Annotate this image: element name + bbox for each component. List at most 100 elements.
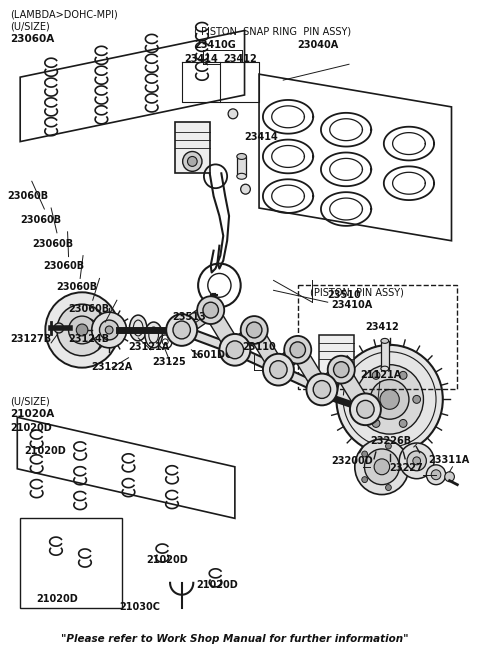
Text: 23060B: 23060B <box>69 304 109 314</box>
Circle shape <box>228 109 238 119</box>
Bar <box>237 157 246 176</box>
Text: 23060B: 23060B <box>20 215 61 225</box>
Circle shape <box>413 457 420 465</box>
Circle shape <box>226 341 243 359</box>
Text: (U/SIZE): (U/SIZE) <box>11 396 50 406</box>
Text: 21121A: 21121A <box>360 369 402 379</box>
Polygon shape <box>273 344 303 375</box>
Circle shape <box>426 465 446 485</box>
Text: "Please refer to Work Shop Manual for further information": "Please refer to Work Shop Manual for fu… <box>61 634 408 645</box>
Circle shape <box>306 373 337 405</box>
Text: 23060B: 23060B <box>43 261 84 271</box>
Circle shape <box>166 314 197 346</box>
Text: 23124B: 23124B <box>69 334 109 344</box>
Text: 23414: 23414 <box>185 54 218 64</box>
Circle shape <box>413 396 420 403</box>
Circle shape <box>183 151 202 172</box>
Circle shape <box>336 345 443 454</box>
Circle shape <box>246 322 262 338</box>
Ellipse shape <box>381 339 389 343</box>
Text: 23125: 23125 <box>153 357 186 367</box>
Bar <box>175 122 210 174</box>
Circle shape <box>290 342 305 358</box>
Text: 21020A: 21020A <box>11 409 55 419</box>
Text: 1601DG: 1601DG <box>192 350 234 360</box>
Circle shape <box>356 365 423 434</box>
Polygon shape <box>204 306 241 354</box>
Text: 23410G: 23410G <box>194 41 236 50</box>
Circle shape <box>359 396 366 403</box>
Ellipse shape <box>145 322 162 348</box>
Text: 23412: 23412 <box>365 322 399 332</box>
Text: (PISTON  PIN ASSY): (PISTON PIN ASSY) <box>310 288 404 297</box>
Circle shape <box>45 292 119 367</box>
Circle shape <box>400 464 406 470</box>
Polygon shape <box>335 365 372 413</box>
Circle shape <box>334 362 349 377</box>
Bar <box>319 335 354 381</box>
Polygon shape <box>229 324 260 356</box>
Text: 23040A: 23040A <box>298 41 339 50</box>
Text: 23227: 23227 <box>390 463 423 473</box>
Text: 23122A: 23122A <box>92 362 133 371</box>
Circle shape <box>76 324 88 336</box>
Polygon shape <box>248 326 285 374</box>
Circle shape <box>445 472 455 481</box>
Text: ( PISTON  SNAP RING  PIN ASSY): ( PISTON SNAP RING PIN ASSY) <box>194 26 351 37</box>
Polygon shape <box>178 303 215 337</box>
Text: 23121A: 23121A <box>129 342 170 352</box>
Text: 23414: 23414 <box>244 132 278 141</box>
Circle shape <box>364 449 399 485</box>
Circle shape <box>188 157 197 166</box>
Circle shape <box>57 304 107 356</box>
Text: 21020D: 21020D <box>196 580 238 590</box>
Polygon shape <box>291 346 328 394</box>
Circle shape <box>240 184 251 194</box>
Circle shape <box>270 361 287 379</box>
Text: 21020D: 21020D <box>24 446 66 456</box>
Ellipse shape <box>381 366 389 371</box>
Ellipse shape <box>237 174 246 179</box>
Circle shape <box>350 394 381 425</box>
Text: 23127B: 23127B <box>11 334 52 344</box>
Circle shape <box>399 371 407 379</box>
Text: 23510: 23510 <box>328 290 361 300</box>
Circle shape <box>329 363 344 379</box>
Circle shape <box>374 459 390 475</box>
Text: 21020D: 21020D <box>36 593 78 604</box>
Circle shape <box>362 477 368 483</box>
Circle shape <box>197 296 224 324</box>
Text: 23410A: 23410A <box>332 300 373 310</box>
Circle shape <box>431 470 441 479</box>
Text: 23513: 23513 <box>172 312 206 322</box>
Bar <box>381 341 389 369</box>
Ellipse shape <box>237 153 246 159</box>
Circle shape <box>380 390 399 409</box>
Bar <box>298 286 457 390</box>
Text: 23200D: 23200D <box>332 456 373 466</box>
Circle shape <box>240 316 268 344</box>
Circle shape <box>355 439 409 495</box>
Circle shape <box>372 371 380 379</box>
Text: 23060B: 23060B <box>8 191 49 201</box>
Circle shape <box>399 419 407 428</box>
Text: 23412: 23412 <box>223 54 257 64</box>
Text: 23226B: 23226B <box>370 436 411 446</box>
Circle shape <box>328 356 355 384</box>
Circle shape <box>99 320 119 340</box>
Text: (LAMBDA>DOHC-MPI): (LAMBDA>DOHC-MPI) <box>11 10 118 20</box>
Text: 21030C: 21030C <box>119 601 160 612</box>
Polygon shape <box>316 364 347 395</box>
Circle shape <box>372 419 380 428</box>
Text: 23060A: 23060A <box>11 35 55 45</box>
Text: 23311A: 23311A <box>428 455 469 465</box>
Ellipse shape <box>130 315 147 341</box>
Circle shape <box>105 326 113 334</box>
Circle shape <box>385 485 391 491</box>
Circle shape <box>284 336 311 364</box>
Circle shape <box>219 334 251 365</box>
Text: 21020D: 21020D <box>11 423 52 433</box>
Circle shape <box>370 379 409 419</box>
Text: 23060B: 23060B <box>56 282 97 292</box>
Circle shape <box>263 354 294 386</box>
